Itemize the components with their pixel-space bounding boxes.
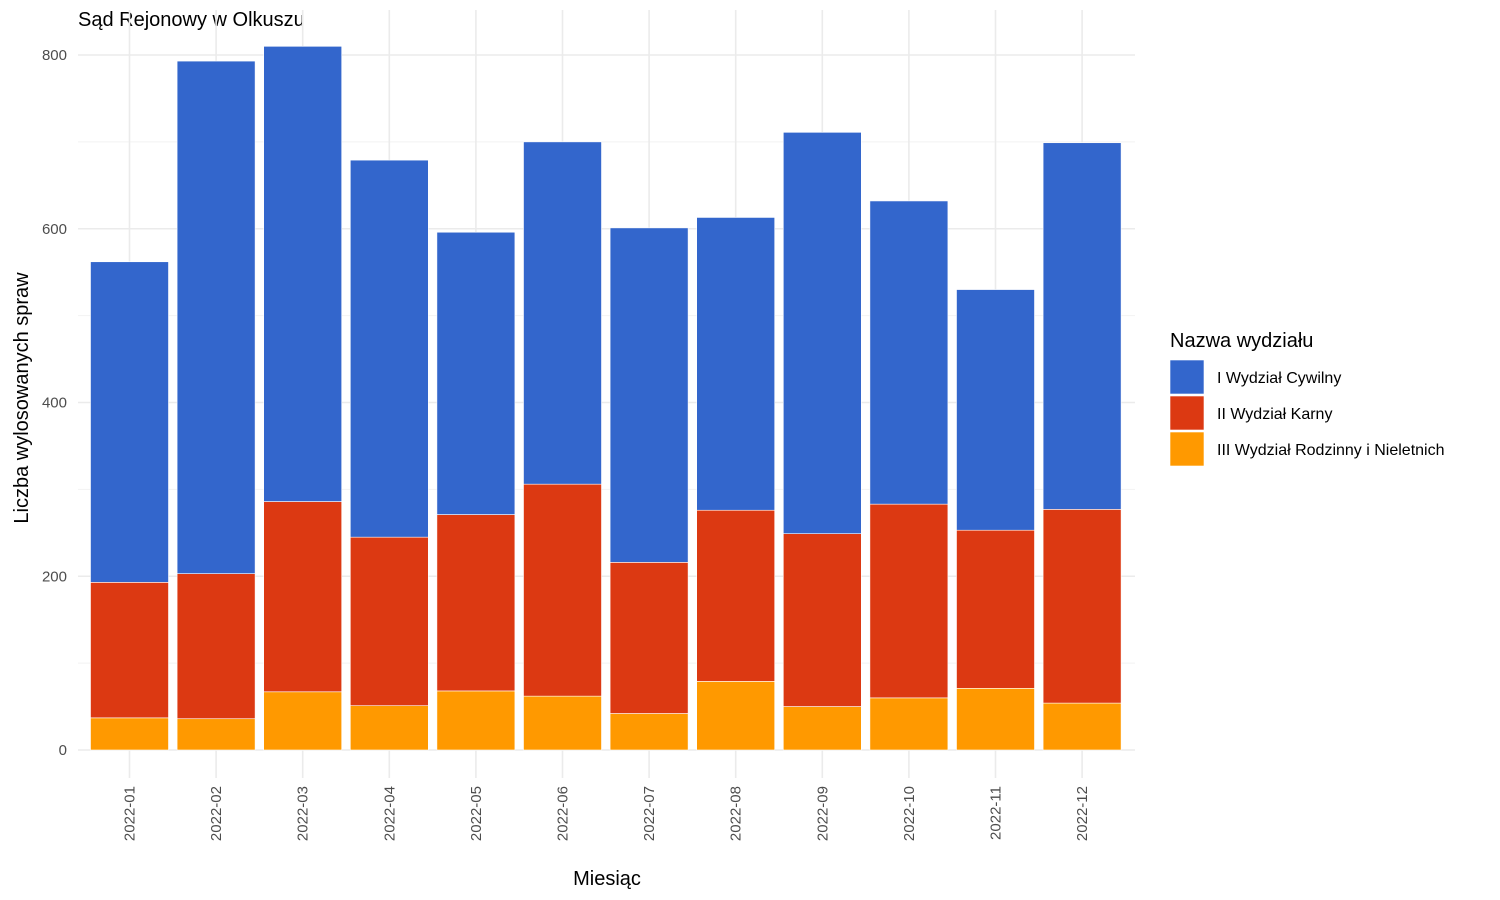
- legend-swatch: [1169, 395, 1205, 431]
- x-tick-label: 2022-12: [1074, 786, 1091, 841]
- x-tick-label: 2022-06: [555, 786, 572, 841]
- bar-segment: [523, 141, 602, 485]
- bar-segment: [349, 536, 429, 706]
- bar-segment: [609, 227, 689, 563]
- bars: [90, 46, 1122, 751]
- bar-segment: [696, 509, 776, 682]
- legend: Nazwa wydziału I Wydział Cywilny II Wydzi…: [1169, 330, 1445, 467]
- bar-segment: [696, 217, 776, 511]
- x-axis-ticks: 2022-01 2022-02 2022-03 2022-04 2022-05 2022-…: [122, 786, 1092, 841]
- x-axis-title: Miesiąc: [573, 868, 641, 890]
- x-tick-label: 2022-08: [728, 786, 745, 841]
- x-tick-label: 2022-05: [468, 786, 485, 841]
- y-axis-title: Liczba wylosowanych spraw: [11, 272, 33, 524]
- x-tick-label: 2022-07: [641, 786, 658, 841]
- bar-segment: [869, 697, 949, 751]
- bar-segment: [176, 718, 256, 751]
- bar-segment: [609, 713, 689, 751]
- bar-segment: [263, 46, 343, 502]
- bar-segment: [263, 501, 343, 693]
- bar-segment: [782, 706, 862, 751]
- x-tick-label: 2022-02: [208, 786, 225, 841]
- bar-segment: [436, 514, 516, 692]
- bar-segment: [1042, 142, 1122, 510]
- legend-label: II Wydział Karny: [1217, 406, 1332, 423]
- y-tick-label: 600: [42, 221, 67, 238]
- bar-segment: [90, 717, 169, 751]
- bar-segment: [349, 159, 429, 538]
- bar-segment: [956, 688, 1035, 751]
- legend-label: III Wydział Rodzinny i Nieletnich: [1217, 442, 1445, 459]
- bar-segment: [782, 132, 862, 534]
- bar-segment: [696, 681, 776, 751]
- x-tick-label: 2022-09: [814, 786, 831, 841]
- bar-segment: [90, 261, 169, 583]
- bar-segment: [782, 533, 862, 707]
- bar-segment: [956, 289, 1035, 531]
- y-tick-label: 0: [59, 742, 67, 759]
- legend-swatch: [1169, 359, 1205, 395]
- legend-title: Nazwa wydziału: [1170, 330, 1313, 352]
- bar-segment: [436, 690, 516, 751]
- legend-swatch: [1169, 431, 1205, 467]
- legend-label: I Wydział Cywilny: [1217, 370, 1341, 387]
- bar-segment: [176, 573, 256, 720]
- bar-segment: [609, 562, 689, 714]
- y-tick-label: 200: [42, 568, 67, 585]
- x-tick-label: 2022-11: [988, 786, 1005, 840]
- bar-segment: [349, 705, 429, 751]
- x-tick-label: 2022-03: [295, 786, 312, 841]
- y-tick-label: 800: [42, 47, 67, 64]
- x-tick-label: 2022-04: [381, 786, 398, 841]
- bar-segment: [869, 503, 949, 699]
- bar-segment: [1042, 509, 1122, 704]
- bar-segment: [263, 691, 343, 751]
- y-axis-ticks: 0 200 400 600 800: [42, 47, 67, 759]
- y-tick-label: 400: [42, 395, 67, 412]
- bar-segment: [523, 695, 602, 751]
- bar-segment: [90, 582, 169, 719]
- chart-title: Sąd Rejonowy w Olkuszu: [78, 9, 305, 31]
- bar-segment: [436, 231, 516, 515]
- bar-segment: [523, 483, 602, 697]
- x-tick-label: 2022-01: [122, 786, 139, 841]
- bar-segment: [1042, 702, 1122, 751]
- bar-segment: [956, 529, 1035, 689]
- bar-segment: [176, 60, 256, 574]
- bar-segment: [869, 200, 949, 505]
- x-tick-label: 2022-10: [901, 786, 918, 841]
